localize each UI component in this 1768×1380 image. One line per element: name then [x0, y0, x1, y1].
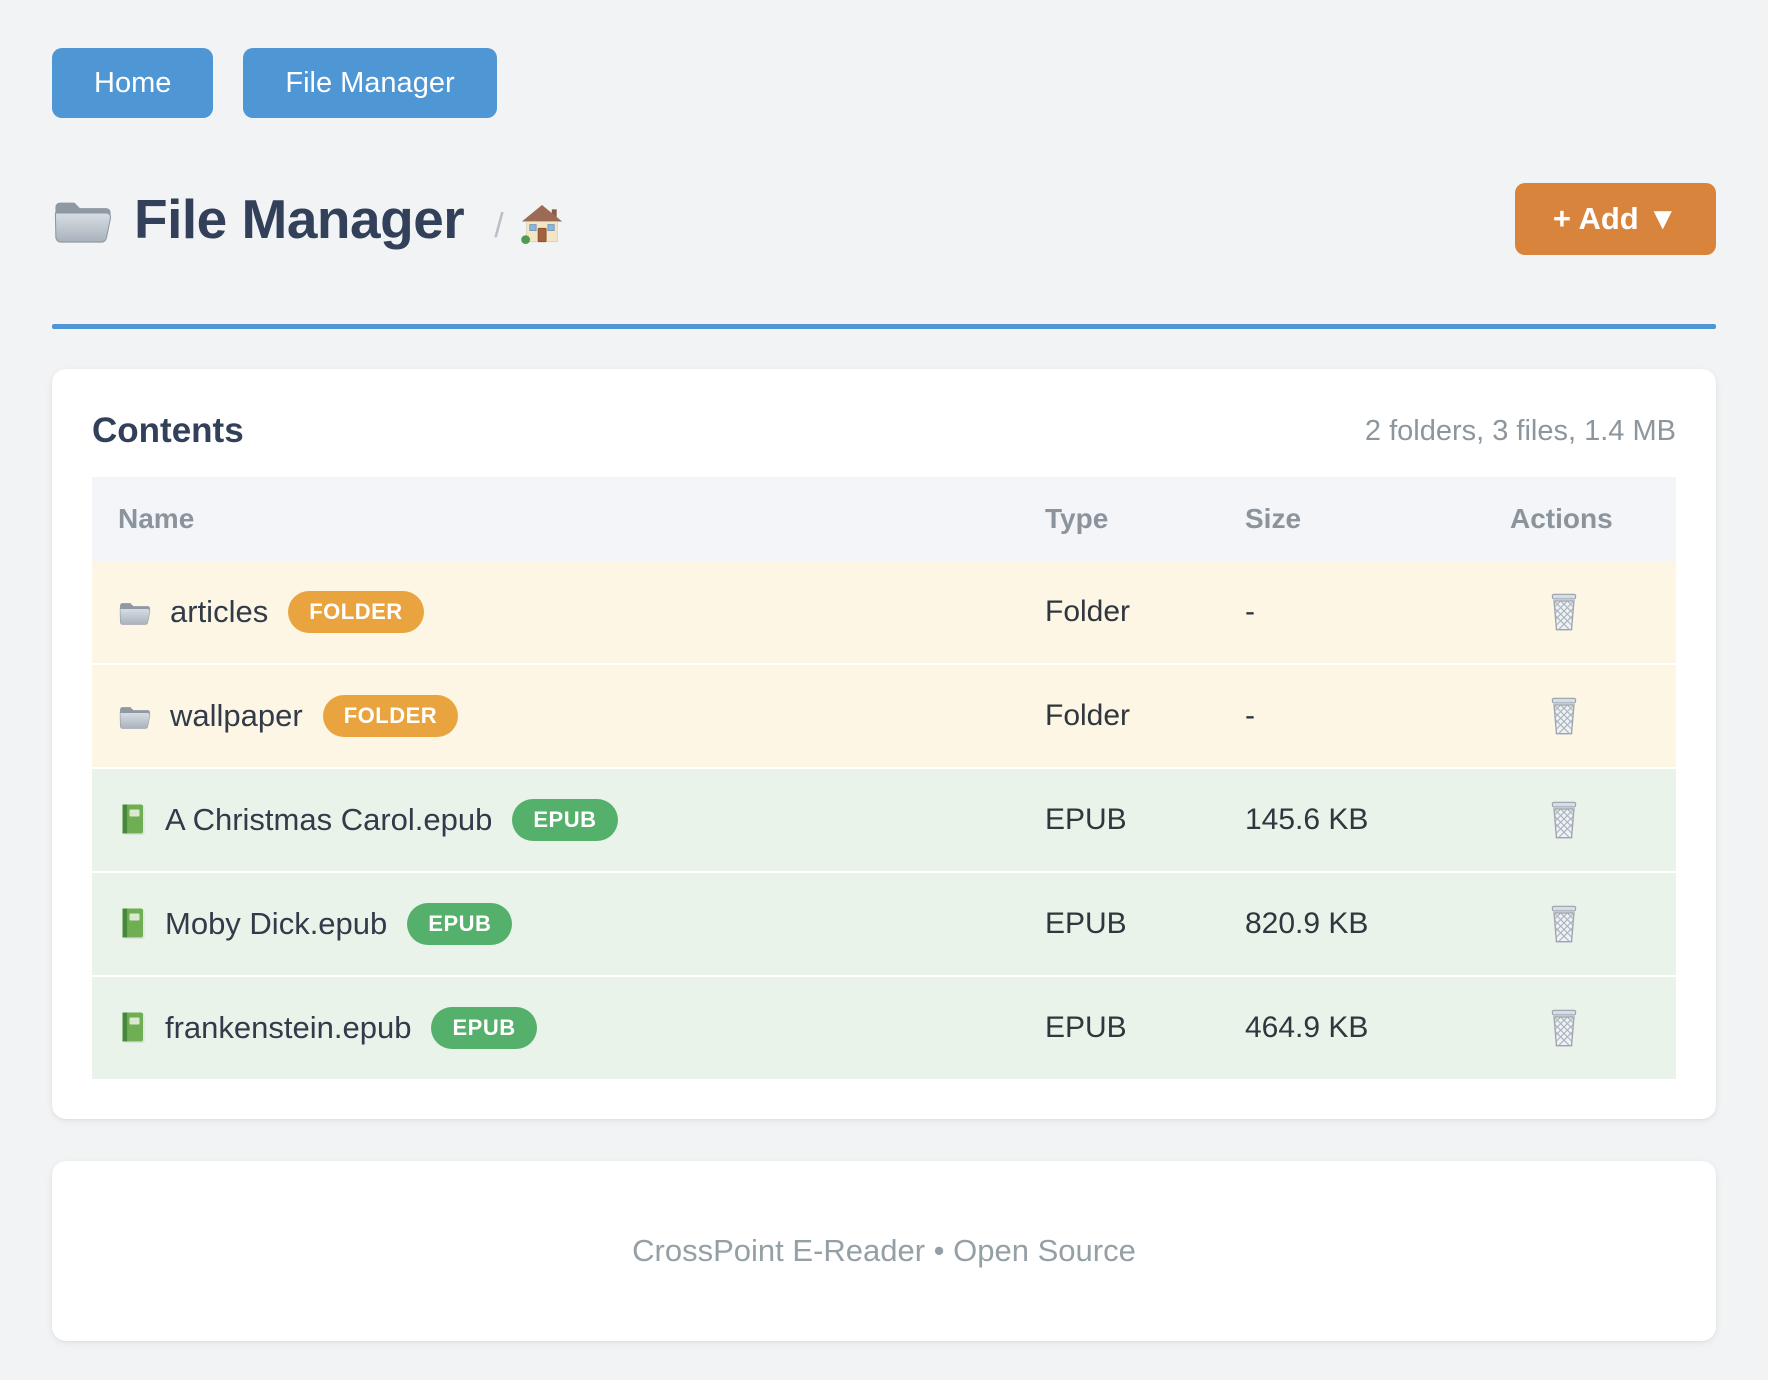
file-size: 464.9 KB — [1245, 1011, 1369, 1044]
folder-icon — [52, 193, 114, 245]
footer-text: CrossPoint E-Reader • Open Source — [632, 1233, 1136, 1268]
delete-button[interactable] — [1510, 799, 1582, 841]
page-title: File Manager — [134, 188, 465, 250]
table-row: frankenstein.epub EPUB EPUB 464.9 KB — [92, 975, 1676, 1079]
green-book-icon — [118, 1011, 147, 1045]
epub-badge: EPUB — [407, 903, 513, 945]
table-row: wallpaper FOLDER Folder - — [92, 663, 1676, 767]
green-book-icon — [118, 907, 147, 941]
file-size: - — [1245, 595, 1255, 628]
file-type: EPUB — [1045, 907, 1127, 940]
name-cell: wallpaper FOLDER — [118, 665, 1045, 767]
file-table: Name Type Size Actions articles FOLDER F… — [92, 477, 1676, 1079]
actions-cell — [1510, 873, 1650, 975]
name-cell: Moby Dick.epub EPUB — [118, 873, 1045, 975]
file-type: Folder — [1045, 699, 1131, 732]
actions-cell — [1510, 977, 1650, 1079]
delete-button[interactable] — [1510, 695, 1582, 737]
column-header-actions: Actions — [1510, 503, 1613, 534]
delete-button[interactable] — [1510, 903, 1582, 945]
folder-badge: FOLDER — [288, 591, 424, 633]
column-header-name: Name — [118, 503, 195, 534]
title-divider — [52, 324, 1716, 329]
name-cell: frankenstein.epub EPUB — [118, 977, 1045, 1079]
folder-badge: FOLDER — [322, 695, 459, 737]
file-size: - — [1245, 699, 1255, 732]
contents-heading: Contents — [92, 411, 244, 450]
delete-button[interactable] — [1510, 591, 1582, 633]
name-cell: A Christmas Carol.epub EPUB — [118, 769, 1045, 871]
epub-badge: EPUB — [512, 799, 618, 841]
trash-icon — [1546, 903, 1582, 945]
file-name-link[interactable]: Moby Dick.epub — [165, 906, 388, 941]
column-header-size: Size — [1245, 503, 1302, 534]
epub-badge: EPUB — [431, 1007, 537, 1049]
nav-file-manager-button[interactable]: File Manager — [243, 48, 497, 118]
file-name-link[interactable]: wallpaper — [170, 698, 303, 733]
green-book-icon — [118, 803, 147, 837]
nav-home-button[interactable]: Home — [52, 48, 214, 118]
contents-summary: 2 folders, 3 files, 1.4 MB — [1364, 414, 1676, 447]
table-row: A Christmas Carol.epub EPUB EPUB 145.6 K… — [92, 767, 1676, 871]
table-header-row: Name Type Size Actions — [92, 477, 1676, 561]
actions-cell — [1510, 561, 1650, 663]
name-cell: articles FOLDER — [118, 561, 1045, 663]
file-name-link[interactable]: A Christmas Carol.epub — [165, 802, 493, 837]
file-name-link[interactable]: frankenstein.epub — [165, 1010, 412, 1045]
breadcrumb-home-link[interactable] — [520, 203, 564, 245]
breadcrumb-separator: / — [494, 206, 504, 245]
file-name-link[interactable]: articles — [170, 594, 269, 629]
table-row: Moby Dick.epub EPUB EPUB 820.9 KB — [92, 871, 1676, 975]
column-header-type: Type — [1045, 503, 1109, 534]
home-icon — [520, 203, 564, 245]
file-type: EPUB — [1045, 803, 1127, 836]
page: Home File Manager File Manager / + Add ▼… — [52, 48, 1716, 1341]
delete-button[interactable] — [1510, 1007, 1582, 1049]
contents-card: Contents 2 folders, 3 files, 1.4 MB Name… — [52, 369, 1716, 1119]
trash-icon — [1546, 799, 1582, 841]
file-size: 145.6 KB — [1245, 803, 1369, 836]
footer-card: CrossPoint E-Reader • Open Source — [52, 1161, 1716, 1341]
actions-cell — [1510, 769, 1650, 871]
trash-icon — [1546, 1007, 1582, 1049]
file-type: Folder — [1045, 595, 1131, 628]
file-size: 820.9 KB — [1245, 907, 1369, 940]
top-nav: Home File Manager — [52, 48, 1716, 118]
file-type: EPUB — [1045, 1011, 1127, 1044]
actions-cell — [1510, 665, 1650, 767]
contents-card-header: Contents 2 folders, 3 files, 1.4 MB — [92, 411, 1676, 451]
title-group: File Manager / — [52, 187, 564, 251]
add-button[interactable]: + Add ▼ — [1514, 183, 1716, 255]
folder-icon — [118, 598, 152, 626]
trash-icon — [1546, 591, 1582, 633]
page-header: File Manager / + Add ▼ — [52, 180, 1716, 258]
trash-icon — [1546, 695, 1582, 737]
table-row: articles FOLDER Folder - — [92, 561, 1676, 663]
folder-icon — [118, 702, 152, 730]
